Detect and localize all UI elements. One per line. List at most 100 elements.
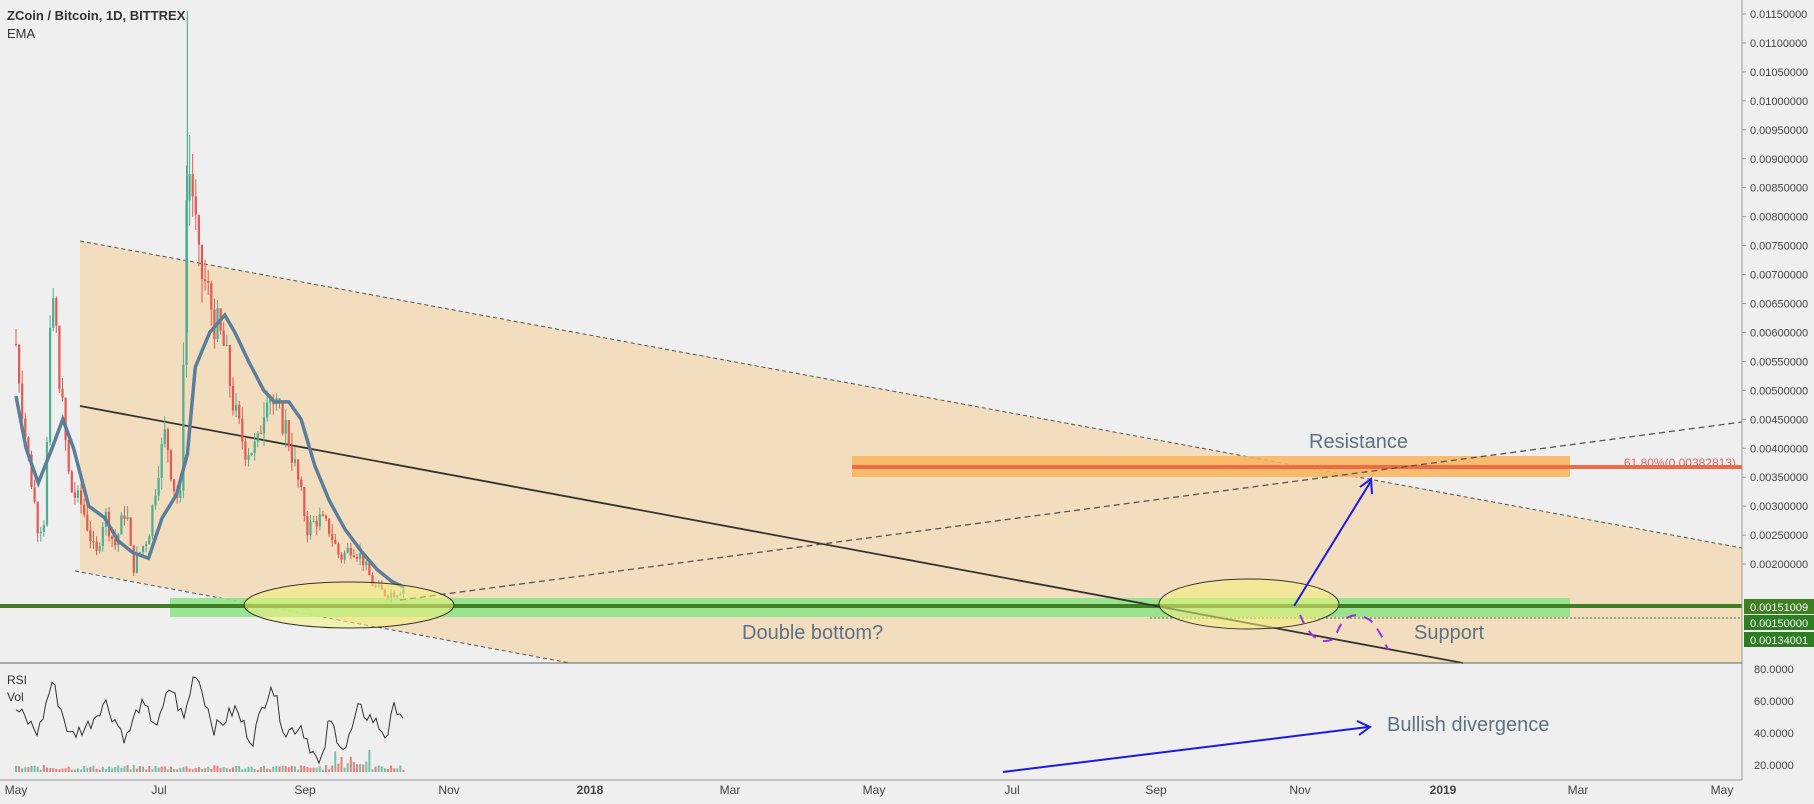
volume-bar	[179, 767, 182, 772]
volume-bar	[182, 767, 185, 772]
volume-bar	[309, 767, 312, 772]
candle-body	[225, 344, 228, 346]
volume-bar	[287, 767, 290, 772]
last-price-badge	[1744, 599, 1814, 614]
candle-body	[114, 538, 117, 546]
vol-label: Vol	[7, 690, 24, 704]
volume-bar	[39, 769, 42, 772]
volume-bar	[49, 768, 52, 772]
volume-bar	[365, 761, 368, 772]
volume-bar	[73, 769, 76, 772]
volume-bar	[263, 765, 265, 772]
volume-bar	[58, 769, 61, 772]
candle-body	[343, 552, 346, 560]
volume-bar	[235, 765, 238, 772]
candle-body	[256, 433, 259, 442]
candle-body	[36, 501, 39, 534]
volume-bar	[222, 767, 225, 772]
volume-bars	[15, 749, 405, 772]
candle-body	[309, 521, 312, 536]
volume-bar	[36, 766, 39, 772]
candle-body	[120, 515, 123, 535]
candle-body	[58, 325, 61, 389]
time-tick-label: May	[1711, 783, 1734, 797]
volume-bar	[349, 756, 352, 772]
volume-bar	[402, 769, 405, 772]
channel-upper-line	[79, 240, 1743, 549]
candle-body	[179, 490, 182, 498]
candle-body	[290, 446, 293, 463]
volume-bar	[266, 768, 269, 772]
volume-bar	[238, 766, 241, 772]
volume-bar	[399, 765, 402, 772]
volume-bar	[170, 766, 172, 772]
volume-bar	[284, 766, 287, 772]
candle-body	[244, 441, 247, 460]
rsi-axis[interactable]: 80.0000 60.0000 40.0000 20.0000	[1754, 664, 1794, 772]
candle-body	[318, 514, 321, 527]
volume-bar	[383, 768, 386, 772]
volume-bar	[148, 766, 151, 772]
volume-bar	[42, 765, 45, 772]
volume-bar	[70, 769, 73, 772]
volume-bar	[256, 769, 259, 772]
candle-body	[324, 515, 328, 519]
price-axis[interactable]: 0.01150000 0.01100000 0.01050000 0.01000000…	[1742, 9, 1808, 571]
volume-bar	[312, 767, 315, 772]
rising-dashed-trendline	[399, 421, 1743, 601]
volume-bar	[250, 766, 253, 772]
rsi-label: RSI	[7, 673, 27, 687]
time-axis[interactable]: May Jul Sep Nov 2018 Mar May Jul Sep Nov 2019 Mar Ma…	[5, 783, 1734, 797]
price-tick-label: 0.00400000	[1750, 443, 1808, 455]
time-tick-label: Mar	[720, 783, 741, 797]
candle-body	[262, 417, 266, 434]
candle-body	[352, 555, 355, 558]
volume-bar	[166, 769, 169, 772]
volume-bar	[111, 768, 114, 772]
volume-bar	[92, 765, 95, 772]
price-tick-label: 0.00850000	[1750, 183, 1808, 195]
candle-body	[346, 548, 349, 553]
volume-bar	[24, 767, 27, 772]
price-tick-label: 0.00750000	[1750, 241, 1808, 253]
volume-bar	[377, 765, 380, 772]
volume-bar	[275, 766, 278, 772]
candle-body	[315, 520, 318, 527]
volume-bar	[340, 757, 343, 772]
volume-bar	[160, 766, 163, 772]
candle-body	[194, 196, 197, 215]
time-tick-label: May	[5, 783, 28, 797]
candle-body	[24, 418, 27, 438]
volume-bar	[129, 769, 132, 772]
time-tick-label: Sep	[294, 783, 316, 797]
volume-bar	[104, 769, 107, 772]
last-price-text: 0.00151009	[1750, 602, 1808, 614]
candle-body	[210, 283, 213, 310]
volume-bar	[259, 767, 262, 772]
volume-bar	[247, 766, 250, 772]
volume-bar	[334, 751, 337, 772]
candle-body	[300, 479, 303, 488]
candle-body	[42, 525, 45, 532]
volume-bar	[154, 765, 157, 772]
price-tick-label: 0.00650000	[1750, 299, 1808, 311]
candle-body	[297, 459, 300, 480]
volume-bar	[346, 763, 349, 772]
candle-body	[371, 575, 374, 587]
price-tick-label: 0.00200000	[1750, 559, 1808, 571]
volume-bar	[374, 766, 377, 772]
candle-body	[157, 478, 160, 496]
candle-body	[55, 298, 58, 326]
candle-body	[312, 520, 315, 522]
volume-bar	[77, 768, 79, 772]
volume-bar	[30, 765, 33, 772]
indicator-label: EMA	[7, 26, 36, 41]
volume-bar	[362, 764, 365, 772]
candle-body	[61, 388, 64, 398]
time-tick-label: Jul	[1004, 783, 1019, 797]
price-tick-label: 0.00250000	[1750, 530, 1808, 542]
low-price-text: 0.00134001	[1750, 635, 1808, 647]
candle-body	[349, 548, 352, 556]
candle-body	[362, 553, 365, 566]
